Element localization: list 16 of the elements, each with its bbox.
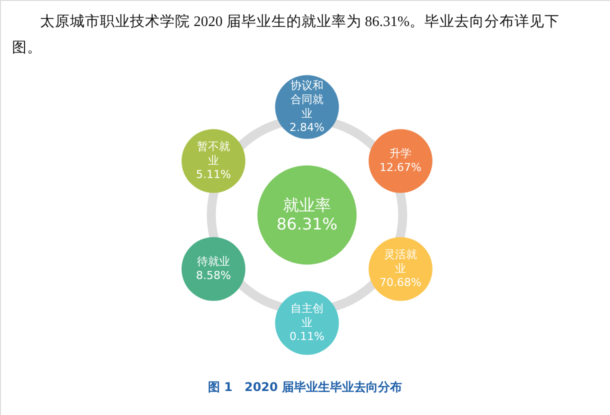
text: 太原城市职业技术学院 2020 届毕业生的就业率为 86.31%。毕业去向分布详见下图。 xyxy=(12,13,560,56)
category-label: 待就业 xyxy=(196,255,230,268)
category-label: 暂不就业 xyxy=(196,140,230,167)
data-label: 12.67% xyxy=(380,161,422,174)
category-label: 自主创业 xyxy=(290,302,324,329)
category-label: 灵活就业 xyxy=(384,248,418,275)
category-label: 升学 xyxy=(390,147,412,160)
data-label: 86.31% xyxy=(276,214,338,234)
category-label: 就业率 xyxy=(283,196,331,214)
data-label: 5.11% xyxy=(196,168,231,181)
data-label: 8.58% xyxy=(196,269,231,282)
category-label: 协议和合同就业 xyxy=(290,79,324,120)
data-label: 0.11% xyxy=(290,330,324,343)
data-label: 70.68% xyxy=(380,276,422,289)
data-label: 2.84% xyxy=(290,121,324,134)
text: 图 1 2020 届毕业生毕业去向分布 xyxy=(208,380,402,394)
